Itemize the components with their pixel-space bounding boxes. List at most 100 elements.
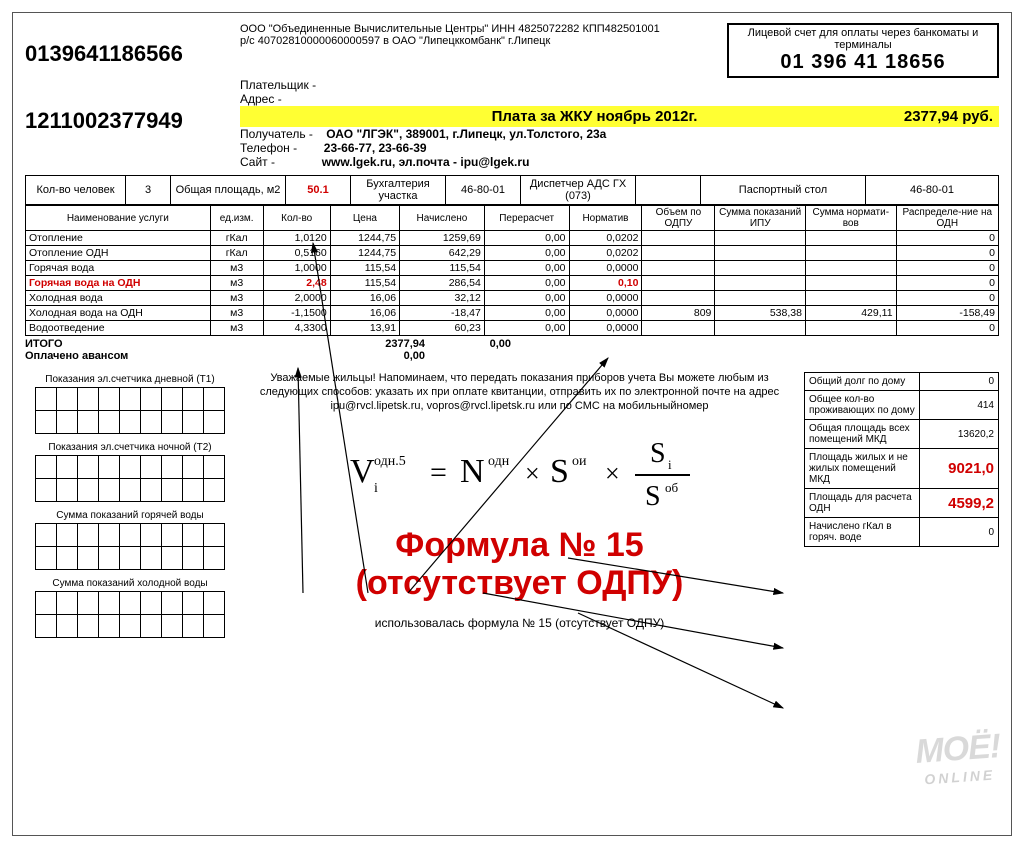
ht-c5: Паспортный стол: [701, 176, 866, 205]
cell: [715, 231, 806, 246]
cell: 60,23: [400, 321, 485, 336]
cell: 0,00: [484, 291, 569, 306]
cell: [642, 276, 715, 291]
cell: Водоотведение: [26, 321, 211, 336]
table-row: Холодная вода на ОДНм3-1,150016,06-18,47…: [26, 306, 999, 321]
cell: 286,54: [400, 276, 485, 291]
cell: 0,0000: [569, 261, 642, 276]
center-col: Уважаемые жильцы! Напоминаем, что переда…: [235, 372, 804, 646]
cell: Горячая вода на ОДН: [26, 276, 211, 291]
barcode-2: 1211002377949: [25, 108, 240, 134]
svg-text:N: N: [460, 453, 485, 490]
ht-v5: 46-80-01: [866, 176, 999, 205]
side-label: Общий долг по дому: [805, 373, 920, 391]
svg-text:S: S: [645, 481, 661, 512]
cell: 1,0000: [263, 261, 330, 276]
header-row: 0139641186566 ООО "Объединенные Вычислит…: [25, 23, 999, 78]
ht-v1: 3: [126, 176, 171, 205]
col-9: Сумма нормати-вов: [805, 206, 896, 231]
cell: [715, 291, 806, 306]
cell: 0,00: [484, 246, 569, 261]
cell: [642, 246, 715, 261]
cell: 0,5160: [263, 246, 330, 261]
table-row: Холодная водам32,000016,0632,120,000,000…: [26, 291, 999, 306]
org-line-1: ООО "Объединенные Вычислительные Центры"…: [240, 23, 727, 35]
cell: 0,10: [569, 276, 642, 291]
side-table: Общий долг по дому0Общее кол-во проживаю…: [804, 372, 999, 547]
org-line-2: р/с 40702810000060000597 в ОАО "Липецкко…: [240, 35, 727, 47]
cell: 0,00: [484, 321, 569, 336]
col-2: Кол-во: [263, 206, 330, 231]
cell: 4,3300: [263, 321, 330, 336]
address-line: Адрес -: [240, 92, 999, 106]
formula-svg: V i одн.5 = N одн × S ои × S i S об: [330, 427, 710, 517]
cell: 0: [896, 246, 998, 261]
cell: Отопление ОДН: [26, 246, 211, 261]
total-v1: 2377,94: [310, 338, 431, 350]
side-label: Начислено гКал в горяч. воде: [805, 518, 920, 547]
table-row: Водоотведением34,330013,9160,230,000,000…: [26, 321, 999, 336]
cell: 538,38: [715, 306, 806, 321]
ht-c4: Диспетчер АДС ГХ (073): [521, 176, 636, 205]
side-label: Общая площадь всех помещений МКД: [805, 420, 920, 449]
meter-lab-2: Показания эл.счетчика ночной (Т2): [25, 442, 235, 453]
cell: 0,0202: [569, 231, 642, 246]
recv-lab-2: Телефон -: [240, 141, 297, 155]
cell: 809: [642, 306, 715, 321]
side-row: Общее кол-во проживающих по дому414: [805, 391, 999, 420]
bottom-section: Показания эл.счетчика дневной (Т1) Показ…: [25, 372, 999, 646]
col-0: Наименование услуги: [26, 206, 211, 231]
cell: 0: [896, 261, 998, 276]
meter-lab-4: Сумма показаний холодной воды: [25, 578, 235, 589]
recv-val-1: ОАО "ЛГЭК", 389001, г.Липецк, ул.Толстог…: [326, 127, 606, 141]
barcode-area: 0139641186566: [25, 23, 240, 78]
cell: [642, 321, 715, 336]
cell: 0,00: [484, 261, 569, 276]
cell: 0: [896, 321, 998, 336]
cell: гКал: [210, 246, 263, 261]
side-row: Начислено гКал в горяч. воде0: [805, 518, 999, 547]
cell: 0: [896, 276, 998, 291]
cell: 2,48: [263, 276, 330, 291]
cell: [715, 261, 806, 276]
payment-bar: Плата за ЖКУ ноябрь 2012г. 2377,94 руб.: [240, 106, 999, 127]
meter-grid-1: [35, 387, 225, 434]
side-val: 13620,2: [920, 420, 999, 449]
cell: [642, 261, 715, 276]
svg-text:S: S: [650, 438, 666, 469]
svg-text:S: S: [550, 453, 569, 490]
formula-title: Формула № 15 (отсутствует ОДПУ): [241, 527, 798, 602]
payment-period: Плата за ЖКУ ноябрь 2012г.: [246, 108, 843, 125]
meter-col: Показания эл.счетчика дневной (Т1) Показ…: [25, 372, 235, 646]
totals-block: ИТОГО 2377,94 0,00 Оплачено авансом 0,00: [25, 338, 999, 362]
svg-text:V: V: [350, 453, 375, 490]
cell: [805, 291, 896, 306]
advance-label: Оплачено авансом: [25, 350, 310, 362]
table-row: Горячая водам31,0000115,54115,540,000,00…: [26, 261, 999, 276]
cell: [805, 321, 896, 336]
cell: 16,06: [330, 291, 399, 306]
cell: Горячая вода: [26, 261, 211, 276]
svg-text:одн.5: одн.5: [374, 454, 406, 469]
col-6: Норматив: [569, 206, 642, 231]
account-box: Лицевой счет для оплаты через банкоматы …: [727, 23, 999, 78]
cell: Холодная вода: [26, 291, 211, 306]
formula-line-2: (отсутствует ОДПУ): [241, 565, 798, 602]
ht-c3: Бухгалтерия участка: [351, 176, 446, 205]
col-3: Цена: [330, 206, 399, 231]
cell: 1,0120: [263, 231, 330, 246]
cell: [805, 261, 896, 276]
table-row: ОтоплениегКал1,01201244,751259,690,000,0…: [26, 231, 999, 246]
side-label: Площадь жилых и не жилых помещений МКД: [805, 449, 920, 489]
side-val: 4599,2: [920, 489, 999, 518]
meter-lab-1: Показания эл.счетчика дневной (Т1): [25, 374, 235, 385]
ht-c2: Общая площадь, м2: [171, 176, 286, 205]
ht-c1: Кол-во человек: [26, 176, 126, 205]
meter-grid-2: [35, 455, 225, 502]
formula-line-1: Формула № 15: [241, 527, 798, 564]
side-val: 414: [920, 391, 999, 420]
advance-v: 0,00: [310, 350, 431, 362]
total-v2: 0,00: [431, 338, 511, 350]
cell: м3: [210, 291, 263, 306]
watermark-big: МОЁ!: [914, 727, 1001, 771]
